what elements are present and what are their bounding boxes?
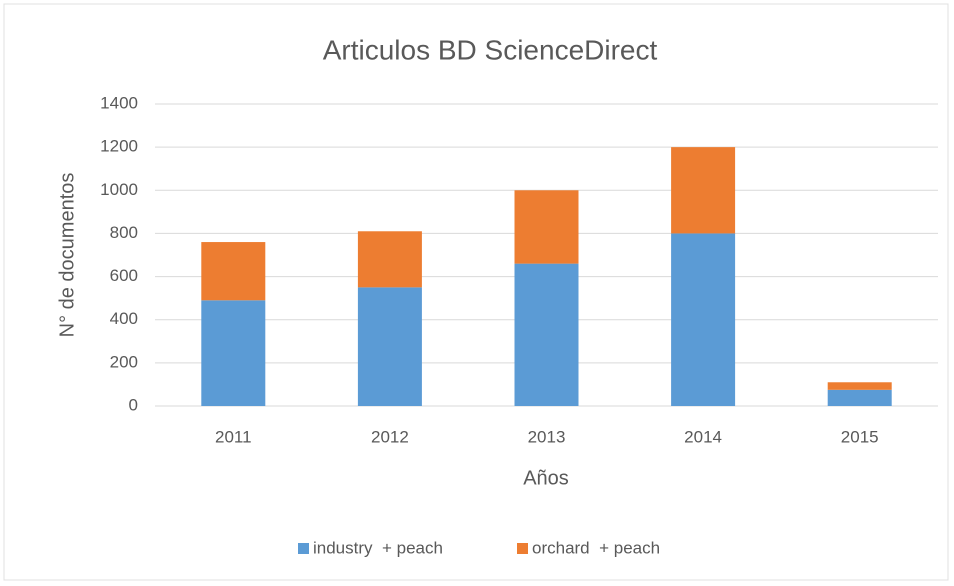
y-axis-label: N° de documentos bbox=[56, 173, 78, 338]
bar-segment bbox=[514, 263, 579, 406]
y-tick-label: 200 bbox=[110, 352, 138, 371]
legend-label: orchard + peach bbox=[532, 538, 660, 557]
x-tick-label: 2012 bbox=[371, 427, 409, 446]
chart-title: Articulos BD ScienceDirect bbox=[323, 34, 658, 65]
chart-frame bbox=[3, 3, 949, 581]
x-axis-label: Años bbox=[523, 467, 569, 489]
x-tick-label: 2013 bbox=[528, 427, 566, 446]
y-tick-label: 1000 bbox=[100, 180, 138, 199]
y-tick-label: 800 bbox=[110, 223, 138, 242]
legend-swatch bbox=[298, 543, 309, 554]
y-tick-label: 600 bbox=[110, 266, 138, 285]
x-tick-label: 2011 bbox=[215, 427, 252, 446]
bar-segment bbox=[671, 147, 736, 234]
bar-segment bbox=[201, 300, 266, 406]
x-tick-label: 2014 bbox=[684, 427, 722, 446]
x-tick-label: 2015 bbox=[841, 427, 879, 446]
bar-segment bbox=[514, 190, 579, 264]
y-tick-label: 400 bbox=[110, 309, 138, 328]
bar-segment bbox=[357, 287, 422, 406]
bar-segment bbox=[827, 382, 892, 390]
bar-segment bbox=[357, 231, 422, 288]
y-tick-label: 1200 bbox=[100, 137, 138, 156]
bar-segment bbox=[671, 233, 736, 406]
y-tick-label: 1400 bbox=[100, 93, 138, 112]
y-tick-label: 0 bbox=[129, 395, 138, 414]
bar-segment bbox=[201, 242, 266, 301]
legend-swatch bbox=[517, 543, 528, 554]
bar-segment bbox=[827, 389, 892, 406]
legend-label: industry + peach bbox=[313, 538, 443, 557]
